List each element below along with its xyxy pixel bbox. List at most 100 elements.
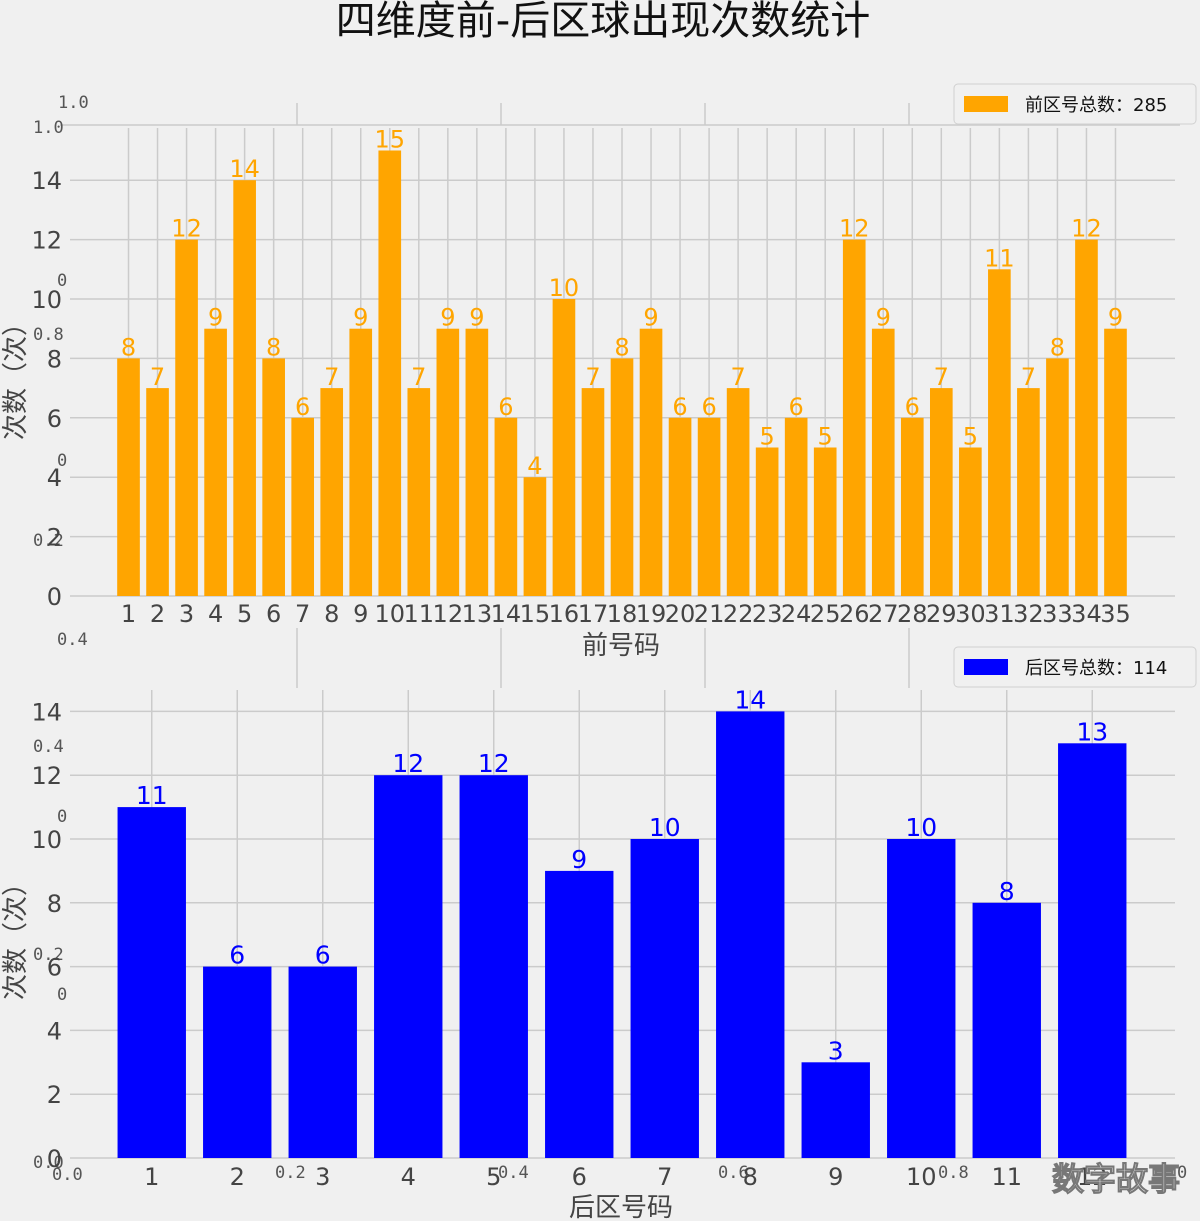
y-tick-label: 0 xyxy=(47,1145,62,1173)
bar-value-label: 8 xyxy=(614,333,629,361)
x-tick-label: 11 xyxy=(991,1163,1022,1191)
stray-tick-label: 0 xyxy=(57,271,67,291)
bar xyxy=(1017,388,1040,596)
x-tick-label: 8 xyxy=(324,600,339,628)
bar-value-label: 9 xyxy=(208,304,223,332)
stray-tick-label: 0.4 xyxy=(33,737,64,757)
x-tick-label: 29 xyxy=(926,600,957,628)
bar xyxy=(1104,328,1127,596)
bar xyxy=(262,358,285,596)
bar-value-label: 9 xyxy=(643,304,658,332)
x-tick-label: 9 xyxy=(353,600,368,628)
bar-value-label: 6 xyxy=(315,941,331,970)
bar-value-label: 7 xyxy=(934,363,949,391)
back-y-axis-label: 次数（次） xyxy=(1,870,31,1000)
bar xyxy=(871,328,895,596)
y-tick-label: 2 xyxy=(47,524,62,552)
bar-value-label: 9 xyxy=(353,304,368,332)
stray-tick-label: 0 xyxy=(57,985,67,1005)
x-tick-label: 16 xyxy=(549,600,580,628)
bar-value-label: 10 xyxy=(549,274,580,302)
bar-value-label: 6 xyxy=(789,393,804,421)
bar xyxy=(900,417,924,596)
bar-value-label: 6 xyxy=(498,393,513,421)
bar-value-label: 4 xyxy=(527,452,542,480)
bar xyxy=(1058,743,1127,1158)
bar xyxy=(233,180,256,596)
bar xyxy=(146,388,169,596)
x-tick-label: 10 xyxy=(906,1163,937,1191)
y-tick-label: 6 xyxy=(47,954,62,982)
bar-value-label: 14 xyxy=(229,155,260,183)
bar-value-label: 9 xyxy=(876,304,891,332)
ghost-tick-labels: 1.01.000.800.20.40.400.200.00.0 0.2 0.4 0.6… xyxy=(33,93,1187,1185)
bar-value-label: 14 xyxy=(734,685,766,714)
bar xyxy=(929,388,953,596)
bar-value-label: 12 xyxy=(392,749,424,778)
bar-value-label: 12 xyxy=(839,215,870,243)
stray-tick-label: 0.8 xyxy=(938,1163,969,1183)
back-y-tick-labels: 0 2 4 6 8 10 12 14 xyxy=(31,698,62,1173)
front-bars xyxy=(117,150,1127,596)
bar-value-label: 9 xyxy=(469,304,484,332)
back-legend-label: 后区号总数：114 xyxy=(1025,658,1167,679)
stray-tick-label: 0.2 xyxy=(33,531,64,551)
bar xyxy=(349,328,373,596)
bar xyxy=(494,417,518,596)
bar xyxy=(459,775,528,1158)
y-tick-label: 4 xyxy=(47,1017,62,1045)
bar xyxy=(1075,239,1098,596)
bar xyxy=(813,447,837,596)
bar xyxy=(117,807,186,1158)
bar-value-label: 10 xyxy=(905,813,937,842)
bar-value-label: 12 xyxy=(478,749,510,778)
bar-value-label: 6 xyxy=(295,393,310,421)
back-x-axis-label: 后区号码 xyxy=(569,1193,673,1221)
bar-value-label: 8 xyxy=(1050,333,1065,361)
x-tick-label: 14 xyxy=(491,600,522,628)
bar-value-label: 7 xyxy=(1021,363,1036,391)
x-tick-label: 28 xyxy=(897,600,928,628)
stray-tick-label: 0.2 xyxy=(275,1163,306,1183)
y-tick-label: 8 xyxy=(47,345,62,373)
bar-value-label: 12 xyxy=(1071,215,1102,243)
bar-value-label: 11 xyxy=(136,781,168,810)
x-tick-label: 4 xyxy=(208,600,223,628)
bar xyxy=(1046,358,1069,596)
x-tick-label: 6 xyxy=(266,600,281,628)
x-tick-label: 4 xyxy=(401,1163,416,1191)
stray-tick-label: 0.8 xyxy=(33,325,64,345)
x-tick-label: 2 xyxy=(230,1163,245,1191)
stray-tick-label: 1.0 xyxy=(33,118,64,138)
bar xyxy=(203,966,272,1158)
x-tick-label: 10 xyxy=(374,600,405,628)
y-tick-label: 8 xyxy=(47,890,62,918)
bar-value-label: 6 xyxy=(672,393,687,421)
bar xyxy=(887,839,956,1158)
back-legend-swatch xyxy=(964,659,1008,675)
back-legend-box xyxy=(953,646,1197,688)
x-tick-label: 5 xyxy=(486,1163,501,1191)
x-tick-label: 5 xyxy=(237,600,252,628)
x-tick-label: 1 xyxy=(121,600,136,628)
bar xyxy=(842,239,866,596)
bar-value-label: 7 xyxy=(730,363,745,391)
ghost-grid xyxy=(60,103,1180,688)
x-tick-label: 7 xyxy=(295,600,310,628)
y-tick-label: 12 xyxy=(31,762,62,790)
bar xyxy=(610,358,634,596)
stray-tick-label: 1.0 xyxy=(58,93,89,113)
bar xyxy=(320,388,344,596)
bar xyxy=(436,328,460,596)
x-tick-label: 35 xyxy=(1100,600,1131,628)
bar xyxy=(668,417,692,596)
bar xyxy=(716,711,785,1158)
y-tick-label: 6 xyxy=(47,405,62,433)
stray-tick-label: 0.6 xyxy=(718,1163,749,1183)
stray-tick-label: 0.2 xyxy=(33,945,64,965)
bar xyxy=(465,328,489,596)
x-tick-label: 27 xyxy=(868,600,899,628)
